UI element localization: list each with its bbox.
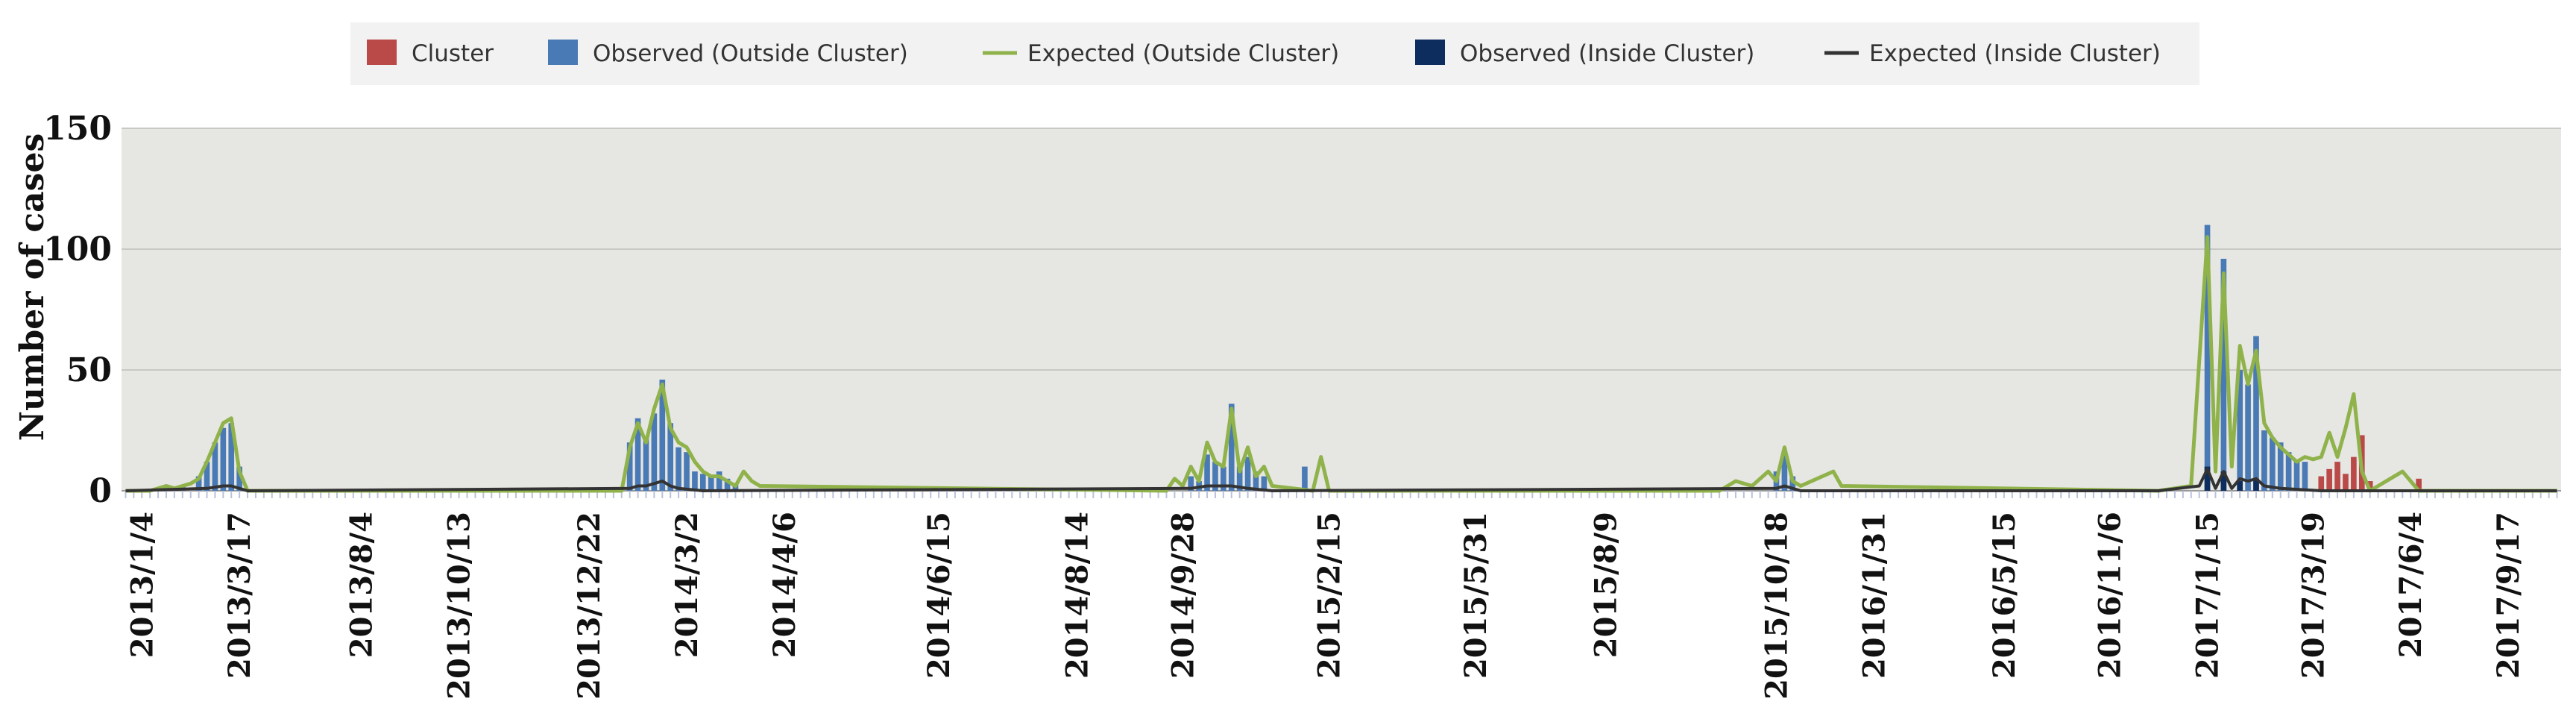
x-tick-labels: 2013/1/4 2013/3/17 2013/8/4 2013/10/13 2013/…	[125, 512, 2526, 700]
x-tick-label: 2017/6/4	[2393, 512, 2428, 658]
bar-observed-outside	[634, 418, 641, 491]
x-tick-label: 2014/3/2	[670, 512, 705, 658]
y-tick-labels: 0 50 100 150	[43, 110, 112, 510]
bar-observed-outside	[724, 478, 731, 491]
bar-observed-inside	[2204, 466, 2211, 491]
y-axis-label: Number of cases	[13, 134, 51, 441]
legend-box	[350, 22, 2199, 85]
bar-observed-outside	[1789, 476, 1796, 491]
bar-observed-inside	[2237, 481, 2243, 491]
bar-observed-outside	[2285, 452, 2292, 491]
bar-cluster	[2326, 468, 2332, 491]
bar-observed-outside	[2245, 384, 2251, 491]
bar-observed-outside	[1212, 462, 1218, 491]
bar-observed-outside	[2220, 258, 2227, 491]
bar-observed-outside	[1188, 476, 1194, 491]
bar-observed-inside	[2220, 471, 2227, 491]
x-tick-label: 2013/12/22	[572, 512, 607, 700]
x-tick-label: 2014/8/14	[1060, 512, 1095, 679]
y-tick-label: 50	[66, 351, 112, 389]
line-expected-outside	[125, 235, 2557, 493]
bar-cluster	[2366, 481, 2373, 491]
bar-observed-outside	[1228, 404, 1235, 491]
bar-observed-outside	[700, 474, 706, 491]
y-tick-label: 100	[43, 230, 112, 269]
bar-observed-outside	[676, 447, 681, 491]
bar-observed-outside	[220, 427, 227, 491]
bar-observed-outside	[236, 466, 242, 491]
bar-observed-outside	[2261, 430, 2267, 491]
x-tick-label: 2017/1/15	[2191, 512, 2226, 679]
legend-label-cluster: Cluster	[412, 40, 494, 67]
bar-observed-outside	[1253, 471, 1259, 491]
x-tick-label: 2016/5/15	[1987, 512, 2022, 679]
bar-observed-outside	[1204, 454, 1210, 491]
bar-observed-outside	[651, 413, 658, 491]
bar-observed-outside	[692, 471, 698, 491]
bar-observed-outside	[2253, 336, 2259, 491]
bar-observed-outside	[708, 476, 714, 491]
bar-observed-outside	[212, 442, 218, 491]
bar-observed-outside	[195, 476, 202, 491]
x-tick-label: 2015/10/18	[1760, 512, 1795, 700]
bar-observed-outside	[204, 462, 210, 491]
bar-observed-outside	[1221, 466, 1226, 491]
x-tick-label: 2016/1/31	[1857, 512, 1892, 679]
legend-label-expected_inside: Expected (Inside Cluster)	[1869, 40, 2161, 67]
x-tick-label: 2017/9/17	[2491, 512, 2526, 679]
x-tick-label: 2014/6/15	[922, 512, 957, 679]
legend-label-observed_inside: Observed (Inside Cluster)	[1460, 40, 1754, 67]
bar-observed-outside	[1781, 454, 1788, 491]
x-tick-label: 2015/2/15	[1312, 512, 1347, 679]
legend-swatch-observed_outside	[548, 40, 578, 65]
legend-swatch-cluster	[367, 40, 397, 65]
bar-observed-outside	[228, 423, 235, 491]
bar-observed-outside	[667, 423, 674, 491]
legend-label-observed_outside: Observed (Outside Cluster)	[593, 40, 908, 67]
x-tick-label: 2016/11/6	[2093, 512, 2128, 679]
x-tick-label: 2015/5/31	[1458, 512, 1493, 679]
y-tick-label: 150	[43, 110, 112, 148]
bar-observed-outside	[2302, 462, 2308, 491]
legend-label-expected_outside: Expected (Outside Cluster)	[1027, 40, 1339, 67]
bar-observed-outside	[1302, 466, 1308, 491]
x-tick-label: 2013/10/13	[442, 512, 477, 700]
line-expected-inside	[125, 467, 2557, 492]
bar-cluster	[2318, 476, 2325, 491]
x-tick-label: 2015/8/9	[1589, 512, 1624, 658]
bar-observed-outside	[1244, 456, 1251, 491]
legend-swatch-observed_inside	[1415, 40, 1445, 65]
bar-cluster	[2343, 474, 2349, 491]
plot-area	[122, 128, 2561, 491]
bar-observed-outside	[626, 442, 633, 491]
x-tick-label: 2013/8/4	[344, 512, 380, 658]
bar-observed-outside	[2277, 442, 2284, 491]
bar-cluster	[2334, 462, 2340, 491]
bar-observed-inside	[2253, 478, 2259, 491]
bar-observed-outside	[2237, 370, 2243, 491]
bar-observed-outside	[716, 471, 722, 491]
x-tick-label: 2014/9/28	[1165, 512, 1200, 679]
bar-cluster	[2416, 478, 2422, 491]
bar-observed-outside	[2293, 462, 2300, 491]
bar-observed-outside	[2204, 225, 2211, 491]
bar-observed-outside	[1261, 476, 1267, 491]
bar-cluster	[2351, 456, 2357, 491]
bar-observed-outside	[659, 379, 666, 491]
x-tick-label: 2017/3/19	[2296, 512, 2331, 679]
bar-observed-outside	[643, 437, 649, 491]
y-tick-label: 0	[89, 472, 112, 510]
series-lines	[125, 235, 2557, 493]
bar-observed-outside	[1236, 466, 1243, 491]
legend: Cluster Observed (Outside Cluster) Expecte…	[367, 40, 2161, 67]
x-tick-label: 2013/3/17	[222, 512, 257, 679]
bar-observed-outside	[2269, 437, 2276, 491]
x-tick-label: 2013/1/4	[125, 512, 160, 658]
bar-observed-outside	[684, 452, 690, 491]
x-tick-label: 2014/4/6	[767, 512, 802, 658]
